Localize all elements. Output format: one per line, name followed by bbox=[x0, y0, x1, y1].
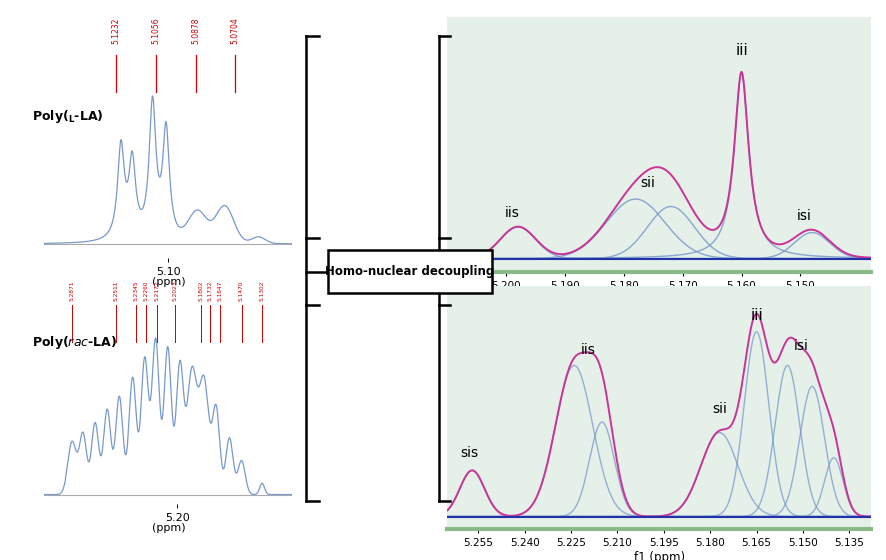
Text: iis: iis bbox=[580, 343, 595, 357]
Text: 5.1056: 5.1056 bbox=[152, 17, 160, 44]
X-axis label: f1 (ppm): f1 (ppm) bbox=[633, 551, 685, 560]
Text: Poly($\it{rac}$-LA): Poly($\it{rac}$-LA) bbox=[32, 334, 117, 351]
Text: 5.0704: 5.0704 bbox=[230, 17, 239, 44]
Text: 5.1232: 5.1232 bbox=[112, 18, 120, 44]
Text: 5.1647: 5.1647 bbox=[218, 281, 222, 301]
Text: 5.2172: 5.2172 bbox=[154, 281, 159, 301]
Text: iii: iii bbox=[750, 309, 763, 324]
Text: Homo-nuclear decoupling: Homo-nuclear decoupling bbox=[325, 265, 494, 278]
X-axis label: (ppm): (ppm) bbox=[152, 277, 185, 287]
Text: 5.2260: 5.2260 bbox=[144, 281, 149, 301]
Text: 5.2871: 5.2871 bbox=[69, 281, 74, 301]
Text: 5.1802: 5.1802 bbox=[198, 281, 204, 301]
Text: isi: isi bbox=[797, 209, 812, 223]
Text: 5.1732: 5.1732 bbox=[207, 281, 213, 301]
Text: sii: sii bbox=[712, 402, 727, 416]
Text: Poly($\mathregular{_L}$-LA): Poly($\mathregular{_L}$-LA) bbox=[32, 108, 104, 125]
Text: 5.1470: 5.1470 bbox=[239, 281, 244, 301]
X-axis label: (ppm): (ppm) bbox=[152, 523, 185, 533]
Text: sii: sii bbox=[640, 176, 655, 190]
Text: 5.1302: 5.1302 bbox=[260, 281, 264, 301]
Text: 5.2345: 5.2345 bbox=[133, 281, 138, 301]
X-axis label: f1 (ppm): f1 (ppm) bbox=[633, 293, 685, 306]
Text: 5.0878: 5.0878 bbox=[191, 18, 200, 44]
Text: 5.2511: 5.2511 bbox=[113, 281, 118, 301]
Text: iii: iii bbox=[735, 43, 748, 58]
Text: 5.2023: 5.2023 bbox=[172, 281, 177, 301]
Text: sis: sis bbox=[460, 446, 478, 460]
FancyBboxPatch shape bbox=[328, 250, 492, 293]
Text: iis: iis bbox=[505, 206, 519, 220]
Text: isi: isi bbox=[794, 339, 809, 353]
